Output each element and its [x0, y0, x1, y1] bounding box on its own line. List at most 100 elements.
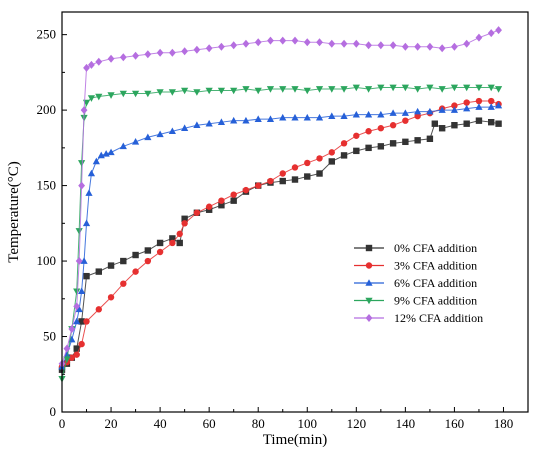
- data-point: [303, 87, 311, 95]
- data-point: [181, 124, 189, 132]
- data-point: [193, 121, 201, 129]
- data-point: [328, 149, 335, 156]
- data-point: [78, 318, 85, 325]
- data-point: [352, 84, 360, 92]
- data-point: [279, 177, 286, 185]
- data-point: [377, 110, 385, 118]
- series-1: [58, 97, 502, 370]
- data-point: [144, 257, 152, 265]
- data-point: [494, 86, 503, 93]
- series-3: [58, 84, 503, 383]
- data-point: [279, 86, 287, 93]
- x-tick-label: 20: [105, 416, 118, 431]
- data-point: [83, 63, 90, 72]
- data-point: [328, 39, 336, 48]
- data-point: [73, 351, 80, 358]
- series-0: [58, 117, 502, 373]
- y-tick-label: 0: [50, 404, 57, 419]
- data-point: [156, 89, 164, 96]
- data-point: [438, 125, 446, 132]
- data-point: [475, 117, 483, 124]
- legend-marker: [365, 244, 373, 252]
- x-tick-label: 100: [298, 416, 318, 431]
- data-point: [73, 345, 80, 352]
- data-point: [488, 97, 495, 105]
- data-point: [107, 148, 115, 156]
- data-point: [352, 39, 360, 48]
- data-point: [451, 122, 458, 129]
- data-point: [205, 203, 213, 210]
- data-point: [230, 191, 237, 198]
- legend-entry-1: 3% CFA addition: [354, 259, 477, 273]
- y-tick-label: 100: [37, 253, 57, 268]
- data-point: [217, 87, 226, 95]
- data-point: [487, 103, 495, 110]
- data-point: [389, 122, 397, 129]
- legend-marker: [365, 297, 373, 305]
- data-point: [279, 113, 287, 121]
- data-point: [328, 86, 336, 93]
- data-point: [488, 118, 495, 126]
- data-point: [120, 280, 127, 287]
- series-line: [61, 86, 499, 379]
- legend-marker: [365, 279, 373, 286]
- legend-label: 9% CFA addition: [394, 294, 477, 308]
- x-tick-label: 0: [59, 416, 66, 431]
- data-point: [95, 268, 102, 275]
- data-point: [176, 239, 183, 247]
- legend-label: 6% CFA addition: [394, 276, 477, 290]
- data-point: [426, 42, 434, 51]
- legend: 0% CFA addition 3% CFA addition 6% CFA add…: [354, 241, 483, 325]
- data-point: [131, 90, 140, 98]
- data-point: [68, 324, 76, 333]
- data-point: [63, 356, 71, 363]
- data-point: [451, 42, 458, 51]
- data-point: [193, 45, 201, 54]
- data-point: [92, 157, 100, 165]
- series-2: [58, 101, 503, 370]
- series-layer: [58, 26, 503, 383]
- data-point: [80, 106, 88, 115]
- data-point: [255, 182, 262, 189]
- data-point: [266, 86, 275, 93]
- data-point: [438, 44, 446, 53]
- data-point: [279, 36, 287, 45]
- data-point: [132, 268, 139, 275]
- y-axis-title: Temperature(°C): [6, 161, 22, 263]
- data-point: [181, 215, 188, 222]
- data-point: [78, 181, 86, 190]
- data-point: [230, 197, 237, 204]
- data-point: [144, 50, 152, 59]
- axes-layer: 0 20 40 60 80 100 120 140 160 180 0 50 100 150 200 250: [37, 11, 529, 431]
- data-point: [426, 84, 434, 92]
- data-point: [279, 170, 286, 177]
- x-tick-label: 140: [396, 416, 416, 431]
- data-point: [315, 86, 324, 93]
- data-point: [316, 38, 323, 47]
- data-point: [242, 116, 250, 124]
- data-point: [267, 36, 274, 45]
- data-point: [95, 306, 102, 313]
- x-tick-label: 80: [252, 416, 265, 431]
- data-point: [107, 92, 115, 99]
- data-point: [242, 39, 250, 48]
- data-point: [475, 84, 483, 92]
- data-point: [78, 287, 86, 295]
- x-tick-label: 120: [347, 416, 367, 431]
- data-point: [83, 318, 90, 325]
- data-point: [451, 102, 458, 109]
- data-point: [73, 302, 81, 311]
- data-point: [73, 288, 81, 296]
- data-point: [340, 112, 348, 119]
- data-point: [156, 239, 164, 247]
- data-point: [218, 42, 225, 51]
- data-point: [78, 340, 85, 348]
- data-point: [107, 262, 115, 269]
- legend-label: 12% CFA addition: [394, 311, 483, 325]
- data-point: [352, 110, 360, 118]
- data-point: [156, 130, 164, 138]
- data-point: [132, 51, 139, 60]
- data-point: [353, 147, 360, 155]
- data-point: [205, 119, 213, 127]
